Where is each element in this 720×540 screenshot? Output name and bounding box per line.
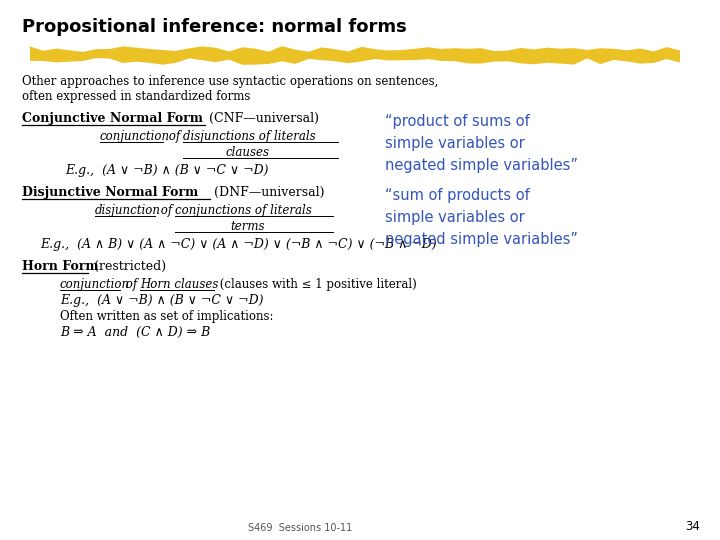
Text: conjunction: conjunction <box>60 278 130 291</box>
Text: conjunction: conjunction <box>100 130 170 143</box>
Text: Horn clauses: Horn clauses <box>140 278 218 291</box>
Text: disjunction: disjunction <box>95 204 161 217</box>
Text: Horn Form: Horn Form <box>22 260 99 273</box>
Text: “sum of products of
simple variables or
negated simple variables”: “sum of products of simple variables or … <box>385 188 578 247</box>
Text: Conjunctive Normal Form: Conjunctive Normal Form <box>22 112 203 125</box>
Text: (restricted): (restricted) <box>90 260 166 273</box>
Text: B ⇒ A  and  (C ∧ D) ⇒ B: B ⇒ A and (C ∧ D) ⇒ B <box>60 326 210 339</box>
Text: (CNF—universal): (CNF—universal) <box>205 112 319 125</box>
Text: S469  Sessions 10-11: S469 Sessions 10-11 <box>248 523 352 533</box>
Text: E.g.,  (A ∧ B) ∨ (A ∧ ¬C) ∨ (A ∧ ¬D) ∨ (¬B ∧ ¬C) ∨ (¬B ∧ ¬D): E.g., (A ∧ B) ∨ (A ∧ ¬C) ∨ (A ∧ ¬D) ∨ (¬… <box>40 238 436 251</box>
Text: (DNF—universal): (DNF—universal) <box>210 186 325 199</box>
Text: Propositional inference: normal forms: Propositional inference: normal forms <box>22 18 407 36</box>
Text: of: of <box>157 204 176 217</box>
Text: “product of sums of
simple variables or
negated simple variables”: “product of sums of simple variables or … <box>385 114 578 173</box>
Text: conjunctions of literals: conjunctions of literals <box>175 204 312 217</box>
Text: E.g.,  (A ∨ ¬B) ∧ (B ∨ ¬C ∨ ¬D): E.g., (A ∨ ¬B) ∧ (B ∨ ¬C ∨ ¬D) <box>60 294 264 307</box>
Text: (clauses with ≤ 1 positive literal): (clauses with ≤ 1 positive literal) <box>216 278 417 291</box>
Text: Disjunctive Normal Form: Disjunctive Normal Form <box>22 186 198 199</box>
Text: of: of <box>122 278 141 291</box>
Text: disjunctions of literals: disjunctions of literals <box>183 130 315 143</box>
Text: clauses: clauses <box>225 146 269 159</box>
Text: terms: terms <box>230 220 264 233</box>
Text: often expressed in standardized forms: often expressed in standardized forms <box>22 90 251 103</box>
Text: Other approaches to inference use syntactic operations on sentences,: Other approaches to inference use syntac… <box>22 75 438 88</box>
Text: E.g.,  (A ∨ ¬B) ∧ (B ∨ ¬C ∨ ¬D): E.g., (A ∨ ¬B) ∧ (B ∨ ¬C ∨ ¬D) <box>65 164 269 177</box>
Text: 34: 34 <box>685 520 700 533</box>
Polygon shape <box>30 46 680 65</box>
Text: of: of <box>165 130 184 143</box>
Text: Often written as set of implications:: Often written as set of implications: <box>60 310 274 323</box>
